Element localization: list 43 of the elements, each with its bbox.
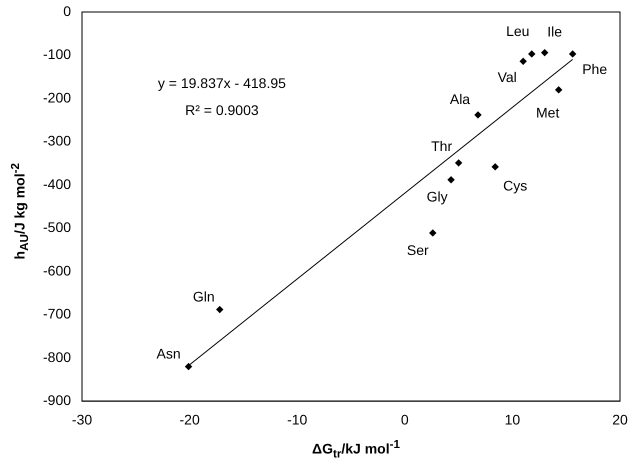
annotation: Asn [156, 345, 181, 362]
y-tick-label: 0 [63, 2, 72, 19]
annotation: Gln [192, 288, 215, 304]
x-tick-label: -20 [180, 411, 200, 428]
point [492, 163, 499, 170]
x-tick-label: -30 [72, 411, 92, 428]
annotation: Ala [450, 90, 470, 107]
x-tick-label: 10 [504, 411, 520, 428]
annotation: Ser [406, 242, 430, 258]
y-tick-label: -100 [42, 46, 72, 62]
y-tick-label: -800 [42, 348, 72, 365]
y-tick-label: -200 [42, 89, 72, 106]
point [528, 50, 536, 58]
x-tick-label: 20 [612, 411, 628, 428]
annotation: Gly [426, 188, 448, 205]
annotation: Phe [582, 60, 608, 77]
annotation: y = 19.837x - 418.95 [158, 74, 286, 91]
point [555, 86, 562, 94]
annotation: Val [498, 69, 517, 86]
annotation: Leu [506, 22, 530, 39]
point [185, 363, 192, 370]
point [569, 50, 576, 58]
y-tick-label: -300 [42, 132, 72, 149]
x-tick-label: 0 [400, 411, 409, 428]
annotation: R² = 0.9003 [185, 102, 259, 118]
annotation: Ile [547, 24, 562, 40]
y-tick-label: -500 [42, 219, 72, 236]
x-tick-label: -10 [287, 411, 308, 428]
x-axis-title: ΔG$_{tr}$/kJ mol$^{-1}$ [311, 438, 401, 460]
annotation: Met [536, 104, 560, 121]
annotation: Cys [503, 178, 528, 194]
annotation: Thr [431, 138, 452, 154]
point [448, 176, 455, 184]
y-tick-label: -700 [42, 306, 72, 322]
point [474, 111, 482, 118]
point [216, 306, 224, 314]
y-tick-label: -400 [42, 176, 72, 192]
point [429, 229, 436, 236]
y-tick-label: -600 [42, 262, 72, 278]
point [520, 58, 527, 65]
y-tick-label: -900 [42, 392, 72, 408]
point [541, 49, 548, 56]
point [455, 159, 462, 166]
